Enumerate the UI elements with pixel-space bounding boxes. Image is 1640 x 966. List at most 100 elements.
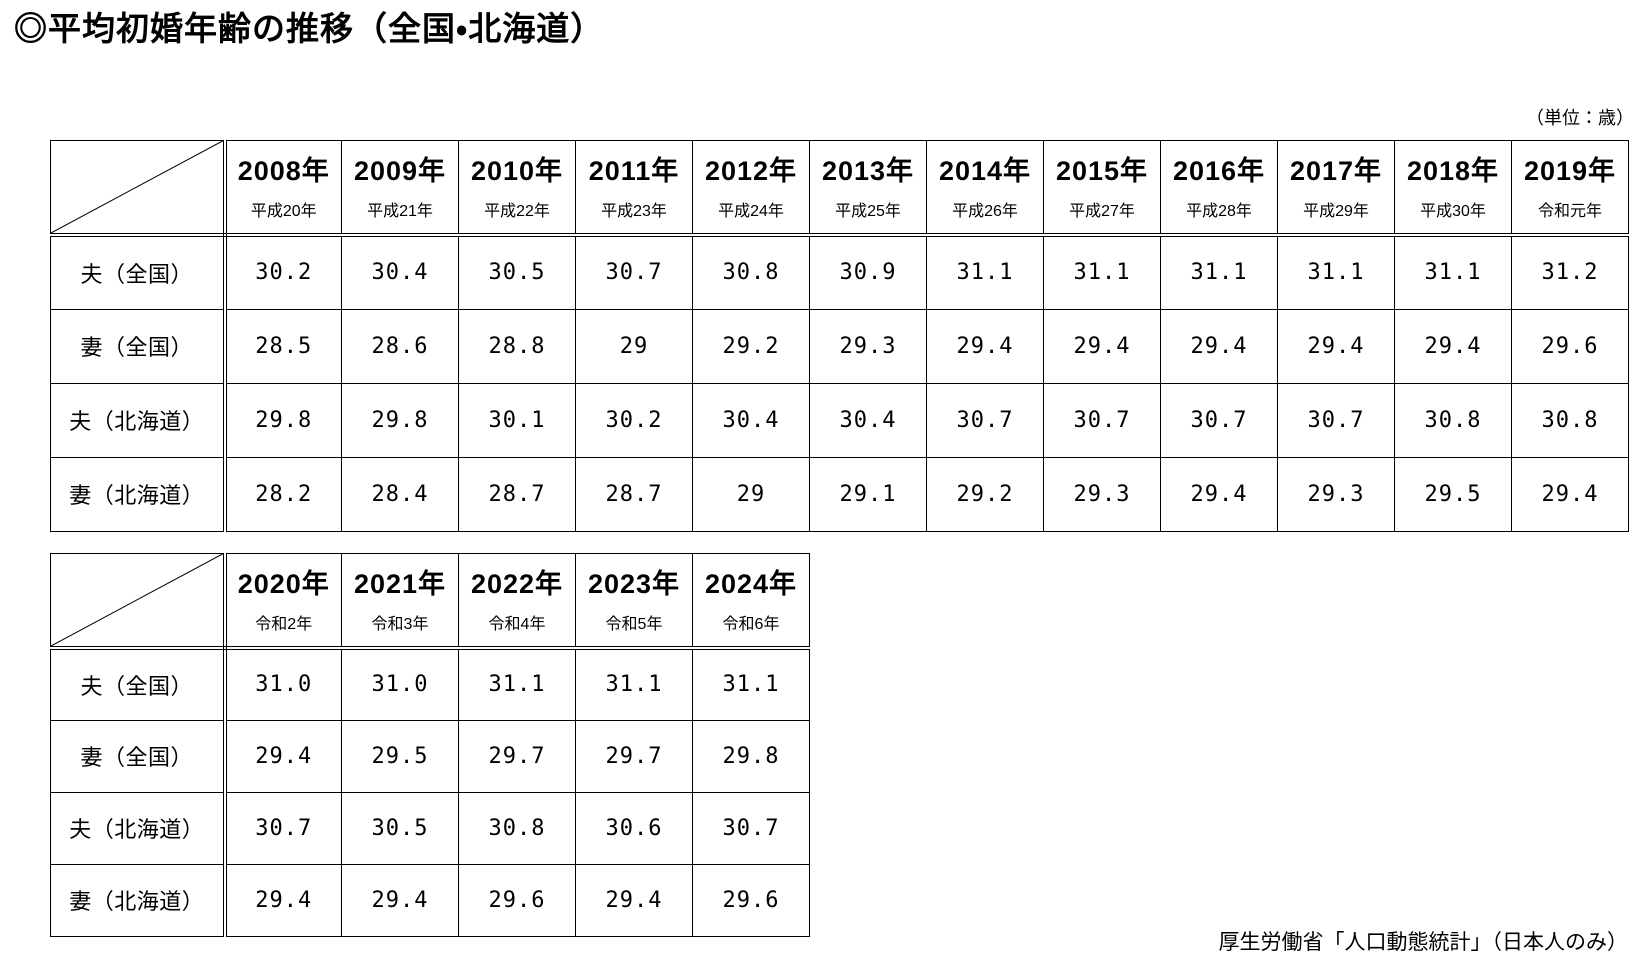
data-cell: 30.2 [575,382,693,458]
data-cell: 30.7 [692,791,810,865]
data-cell: 29.4 [224,863,342,937]
row-label: 妻（全国） [50,719,227,793]
year-header-cell: 2017年平成29年 [1277,140,1395,237]
data-cell: 30.8 [692,234,810,310]
data-cell: 29.4 [1160,308,1278,384]
era-label: 平成28年 [1186,203,1252,220]
year-label: 2021年 [353,569,447,599]
data-cell: 30.7 [926,382,1044,458]
data-cell: 30.9 [809,234,927,310]
row-label: 夫（北海道） [50,791,227,865]
year-header-content: 2009年平成21年 [343,141,458,231]
year-header-content: 2014年平成26年 [928,141,1043,231]
year-header-cell: 2018年 平成30年 [1394,140,1512,237]
data-cell: 29.4 [575,863,693,937]
era-label: 平成21年 [367,203,433,220]
year-header-cell: 2009年平成21年 [341,140,459,237]
year-label: 2013年 [821,156,915,186]
data-cell: 29.2 [692,308,810,384]
year-label: 2017年 [1289,156,1383,186]
data-cell: 28.6 [341,308,459,384]
year-header-content: 2023年 令和5年 [577,554,692,644]
data-cell: 30.7 [575,234,693,310]
year-label: 2024年 [704,569,798,599]
era-label: 平成29年 [1303,203,1369,220]
data-cell: 30.7 [1277,382,1395,458]
data-cell: 31.1 [926,234,1044,310]
era-label: 平成22年 [484,203,550,220]
data-cell: 30.4 [809,382,927,458]
row-label: 夫（全国） [50,234,227,310]
row-label: 妻（全国） [50,308,227,384]
year-header-content: 2021年令和3年 [343,554,458,644]
data-cell: 30.5 [458,234,576,310]
year-label: 2019年 [1523,156,1617,186]
data-cell: 30.7 [1043,382,1161,458]
data-cell: 30.7 [1160,382,1278,458]
table-row: 夫（全国） 30.2 30.4 30.5 30.7 30.8 30.9 31.1 31.1 31.… [50,234,1629,310]
table-row: 妻（北海道） 28.2 28.4 28.7 28.7 29 29.1 29.2 29.3 29.4… [50,456,1629,532]
data-cell: 31.1 [575,647,693,721]
table-row: 妻（北海道） 29.4 29.4 29.6 29.4 29.6 [50,863,810,937]
row-label: 夫（全国） [50,647,227,721]
era-label: 平成26年 [952,203,1018,220]
data-cell: 30.4 [692,382,810,458]
data-cell: 31.1 [458,647,576,721]
year-label: 2020年 [237,569,330,599]
table-row: 夫（全国） 31.0 31.0 31.1 31.1 31.1 [50,647,810,721]
year-label: 2012年 [704,156,798,186]
year-header-cell: 2011年 平成23年 [575,140,693,237]
table-row: 夫（北海道） 30.7 30.5 30.8 30.6 30.7 [50,791,810,865]
year-label: 2014年 [938,156,1032,186]
data-cell: 30.5 [341,791,459,865]
data-cell: 29.4 [224,719,342,793]
year-label: 2023年 [587,569,681,599]
year-header-cell: 2022年 令和4年 [458,553,576,650]
data-cell: 30.6 [575,791,693,865]
table-row: 夫（北海道） 29.8 29.8 30.1 30.2 30.4 30.4 30.7 30.7 30… [50,382,1629,458]
diagonal-line-icon [51,141,223,233]
diagonal-line-icon [51,554,223,646]
data-cell: 29.4 [1511,456,1629,532]
year-header-cell: 2016年 平成28年 [1160,140,1278,237]
year-label: 2009年 [353,156,447,186]
data-cell: 29.3 [1043,456,1161,532]
row-label: 妻（北海道） [50,456,227,532]
era-label: 平成27年 [1069,203,1135,220]
year-header-cell: 2019年 令和元年 [1511,140,1629,237]
data-cell: 29.4 [926,308,1044,384]
year-header-content: 2008年 平成20年 [227,141,341,231]
data-cell: 30.7 [224,791,342,865]
year-header-cell: 2023年 令和5年 [575,553,693,650]
marriage-age-table-2020-2024: 2020年 令和2年 2021年 令和3年 2022年 令和4年 2023年 令和5年 2024… [50,553,810,937]
data-cell: 29.2 [926,456,1044,532]
year-header-content: 2019年 令和元年 [1513,141,1628,231]
table-row: 妻（全国） 29.4 29.5 29.7 29.7 29.8 [50,719,810,793]
era-label: 平成30年 [1420,203,1486,220]
year-header-content: 2024年令和6年 [694,554,809,644]
data-cell: 28.2 [224,456,342,532]
data-cell: 29.4 [341,863,459,937]
year-header-content: 2016年 平成28年 [1162,141,1277,231]
year-header-content: 2020年 令和2年 [227,554,341,644]
year-header-content: 2015年 平成27年 [1045,141,1160,231]
page-title: ◎平均初婚年齢の推移（全国・北海道） [14,10,605,47]
era-label: 令和6年 [722,616,780,633]
data-cell: 31.0 [341,647,459,721]
data-cell: 29.5 [341,719,459,793]
data-cell: 30.8 [1511,382,1629,458]
year-header-cell: 2024年令和6年 [692,553,810,650]
source-note: 厚生労働省「人口動態統計」（日本人のみ） [1218,931,1629,954]
data-cell: 29.4 [1043,308,1161,384]
data-cell: 31.1 [1160,234,1278,310]
marriage-age-table-2008-2019: 2008年 平成20年 2009年 平成21年 2010年 平成22年 2011年 平成23年… [50,140,1629,532]
data-cell: 28.7 [575,456,693,532]
data-cell: 28.7 [458,456,576,532]
year-label: 2022年 [470,569,564,599]
era-label: 令和3年 [371,616,429,633]
data-cell: 31.1 [1277,234,1395,310]
data-cell: 31.0 [224,647,342,721]
data-cell: 29.4 [1394,308,1512,384]
year-header-cell: 2020年 令和2年 [224,553,342,650]
